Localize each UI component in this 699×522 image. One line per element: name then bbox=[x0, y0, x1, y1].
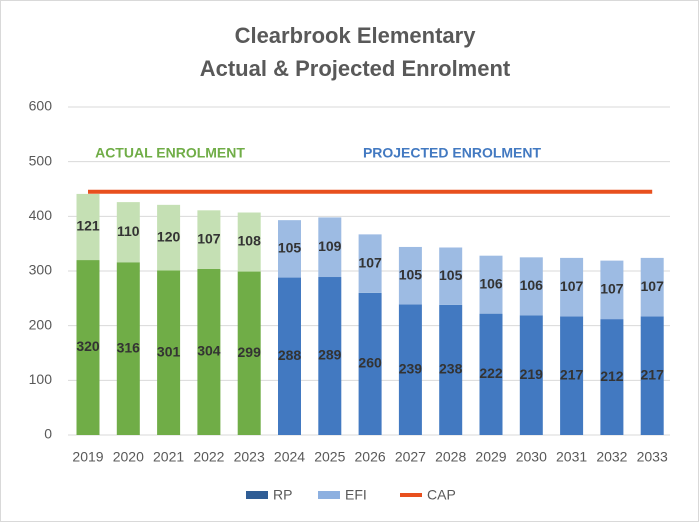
legend-swatch bbox=[318, 491, 340, 499]
bar-segment bbox=[519, 257, 543, 316]
data-label: 301 bbox=[157, 343, 181, 359]
y-tick-label: 600 bbox=[29, 98, 53, 114]
x-tick-label: 2029 bbox=[475, 449, 506, 465]
bar-segment bbox=[560, 316, 584, 435]
bar-segment bbox=[157, 270, 181, 435]
data-label: 288 bbox=[278, 347, 302, 363]
annotation: ACTUAL ENROLMENT bbox=[95, 145, 245, 161]
x-tick-label: 2028 bbox=[435, 449, 466, 465]
x-tick-label: 2030 bbox=[516, 449, 547, 465]
data-label: 219 bbox=[520, 366, 544, 382]
data-label: 106 bbox=[479, 275, 503, 291]
bar-segment bbox=[76, 193, 100, 261]
data-label: 107 bbox=[600, 281, 624, 297]
legend-label: RP bbox=[273, 487, 292, 503]
legend-swatch bbox=[246, 491, 268, 499]
bar-segment bbox=[439, 304, 463, 435]
data-label: 121 bbox=[76, 218, 100, 234]
bar-segment bbox=[116, 262, 140, 435]
y-tick-label: 500 bbox=[29, 152, 53, 168]
bar-segment bbox=[600, 319, 624, 435]
x-tick-label: 2019 bbox=[72, 449, 103, 465]
bar-segment bbox=[318, 277, 342, 435]
data-label: 239 bbox=[399, 360, 423, 376]
data-label: 120 bbox=[157, 228, 181, 244]
data-label: 106 bbox=[520, 277, 544, 293]
data-label: 107 bbox=[560, 278, 584, 294]
data-label: 299 bbox=[238, 344, 262, 360]
y-tick-label: 200 bbox=[29, 316, 53, 332]
bar-segment bbox=[479, 255, 503, 314]
x-tick-label: 2027 bbox=[395, 449, 426, 465]
data-label: 222 bbox=[479, 365, 503, 381]
data-label: 238 bbox=[439, 361, 463, 377]
bar-segment bbox=[318, 217, 342, 278]
bar-segment bbox=[116, 202, 140, 263]
x-tick-label: 2033 bbox=[637, 449, 668, 465]
chart-title: Actual & Projected Enrolment bbox=[200, 56, 511, 81]
bar-segment bbox=[479, 313, 503, 435]
legend-label: EFI bbox=[345, 487, 367, 503]
bar-segment bbox=[600, 260, 624, 320]
data-label: 217 bbox=[641, 366, 665, 382]
data-label: 107 bbox=[197, 230, 221, 246]
x-tick-label: 2020 bbox=[113, 449, 144, 465]
data-label: 108 bbox=[238, 233, 262, 249]
bar-segment bbox=[439, 247, 463, 305]
x-tick-label: 2021 bbox=[153, 449, 184, 465]
y-tick-label: 100 bbox=[29, 371, 53, 387]
x-tick-label: 2031 bbox=[556, 449, 587, 465]
bar-segment bbox=[560, 257, 584, 317]
data-label: 304 bbox=[197, 343, 221, 359]
data-label: 107 bbox=[358, 254, 382, 270]
x-tick-label: 2025 bbox=[314, 449, 345, 465]
bar-segment bbox=[237, 271, 261, 435]
y-tick-label: 300 bbox=[29, 262, 53, 278]
bar-segment bbox=[398, 246, 422, 305]
x-tick-label: 2026 bbox=[355, 449, 386, 465]
y-tick-label: 400 bbox=[29, 207, 53, 223]
data-label: 110 bbox=[117, 223, 140, 239]
data-label: 316 bbox=[117, 339, 141, 355]
data-label: 105 bbox=[439, 267, 463, 283]
data-label: 107 bbox=[641, 278, 665, 294]
y-tick-label: 0 bbox=[44, 426, 52, 442]
x-tick-label: 2032 bbox=[596, 449, 627, 465]
bar-segment bbox=[358, 234, 382, 293]
legend-label: CAP bbox=[427, 487, 456, 503]
bar-segment bbox=[640, 257, 664, 317]
data-label: 260 bbox=[358, 355, 382, 371]
bar-segment bbox=[278, 220, 301, 278]
annotation: PROJECTED ENROLMENT bbox=[363, 145, 542, 161]
x-tick-label: 2022 bbox=[193, 449, 224, 465]
bar-segment bbox=[76, 260, 100, 435]
data-label: 289 bbox=[318, 347, 342, 363]
bar-segment bbox=[157, 204, 181, 271]
data-label: 217 bbox=[560, 366, 584, 382]
chart-title: Clearbrook Elementary bbox=[235, 23, 477, 48]
bar-segment bbox=[197, 268, 221, 435]
data-label: 105 bbox=[399, 266, 423, 282]
bar-segment bbox=[398, 304, 422, 435]
bar-segment bbox=[197, 210, 221, 269]
x-tick-label: 2024 bbox=[274, 449, 305, 465]
data-label: 320 bbox=[76, 338, 100, 354]
data-label: 212 bbox=[600, 368, 624, 384]
bar-segment bbox=[278, 277, 301, 435]
bar-segment bbox=[237, 212, 261, 272]
data-label: 105 bbox=[278, 240, 302, 256]
bar-segment bbox=[640, 316, 664, 435]
data-label: 109 bbox=[318, 238, 342, 254]
bar-segment bbox=[519, 315, 543, 435]
x-tick-label: 2023 bbox=[234, 449, 265, 465]
bar-segment bbox=[358, 292, 382, 435]
